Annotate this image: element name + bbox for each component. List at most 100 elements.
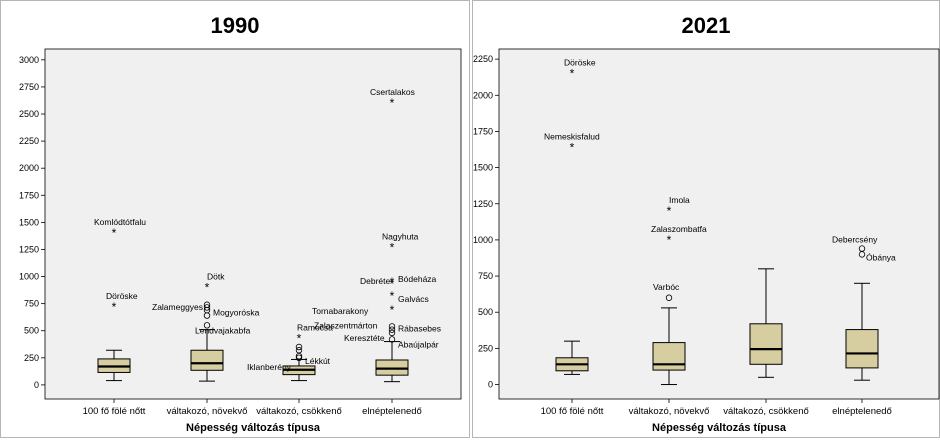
- outlier-star: *: [112, 300, 117, 314]
- outlier-circle: [203, 322, 211, 329]
- y-tick-label: 0: [34, 380, 39, 390]
- outlier-label: Mogyoróska: [213, 308, 260, 318]
- chart-panel-2021: 2021 0 250 500 750 1000 1250 1500 1750 2000 2250 1…: [472, 0, 940, 438]
- outlier-label: Rábasebes: [398, 324, 441, 334]
- outlier-star: *: [667, 233, 672, 247]
- box-body: [652, 342, 686, 371]
- outlier-label: Nagyhuta: [382, 231, 419, 241]
- outlier-circle: [295, 354, 303, 362]
- box-body: [845, 329, 879, 369]
- y-tick-label: 1500: [19, 217, 39, 227]
- box-body: [190, 349, 224, 371]
- x-tick-label: 100 fő fölé nőtt: [541, 406, 604, 417]
- x-tick-label: 100 fő fölé nőtt: [83, 406, 146, 417]
- outlier-label: Bódeháza: [398, 274, 437, 284]
- outlier-label: Komlódtótfalu: [94, 217, 146, 227]
- outlier-star: *: [297, 331, 302, 345]
- outlier-label: Iklanberény: [247, 362, 292, 372]
- outlier-label: Döröske: [106, 291, 138, 301]
- outlier-circle: [388, 336, 396, 343]
- x-axis-title: Népesség változás típusa: [652, 422, 787, 434]
- y-tick-label: 1750: [19, 190, 39, 200]
- outlier-label: Csertalakos: [370, 87, 415, 97]
- box-2: [282, 358, 316, 382]
- chart-title: 2021: [681, 13, 731, 38]
- outlier-label: Dötk: [207, 271, 225, 281]
- y-tick-label: 1500: [473, 163, 493, 173]
- y-tick-label: 500: [24, 326, 39, 336]
- y-tick-label: 500: [478, 307, 493, 317]
- outlier-circle: [295, 352, 303, 360]
- y-tick-label: 1250: [473, 199, 493, 209]
- outlier-label: Zalameggyes: [152, 302, 203, 312]
- y-tick-label: 1750: [473, 126, 493, 136]
- box-0: [555, 340, 589, 375]
- outlier-star: *: [390, 289, 395, 303]
- outlier-star: *: [205, 280, 210, 294]
- box-2: [749, 268, 783, 378]
- y-tick-label: 2500: [19, 109, 39, 119]
- outlier-circle: [388, 326, 396, 333]
- outlier-star: *: [390, 303, 395, 317]
- y-tick-label: 250: [24, 353, 39, 363]
- outlier-label: Zalaszombatfa: [651, 224, 707, 234]
- outlier-label: Lendvajakabfa: [195, 325, 251, 335]
- x-tick-label: váltakozó, növekvő: [629, 406, 710, 417]
- x-axis-title: Népesség változás típusa: [186, 422, 321, 434]
- outlier-circle: [665, 294, 673, 301]
- outlier-label: Keresztéte: [344, 333, 385, 343]
- y-tick-label: 2250: [473, 54, 493, 64]
- outlier-label: Ramocsa: [297, 322, 333, 332]
- x-tick-label: váltakozó, csökkenő: [723, 406, 809, 417]
- box-0: [97, 349, 131, 382]
- outlier-label: Imola: [669, 195, 690, 205]
- outlier-label: Döröske: [564, 58, 596, 68]
- x-tick-label: elnéptelenedő: [832, 406, 892, 417]
- y-tick-label: 250: [478, 343, 493, 353]
- boxplot-2021: 0 250 500 750 1000 1250 1500 1750 2000 2250 100 fő…: [473, 48, 940, 434]
- y-tick-label: 750: [478, 271, 493, 281]
- y-tick-label: 1000: [473, 235, 493, 245]
- box-3: [845, 282, 879, 381]
- box-3: [375, 341, 409, 383]
- outlier-label: Varbóc: [653, 282, 680, 292]
- outlier-label: Abaújalpár: [398, 339, 439, 349]
- outlier-label: Tornabarakony: [312, 306, 369, 316]
- outlier-label: Óbánya: [866, 252, 896, 262]
- outlier-label: Nemeskisfalud: [544, 131, 600, 141]
- y-tick-label: 2000: [473, 90, 493, 100]
- box-body: [749, 323, 783, 365]
- outlier-circle: [388, 323, 396, 330]
- outlier-circle: [295, 343, 303, 351]
- x-tick-label: váltakozó, csökkenő: [256, 406, 342, 417]
- box-1: [652, 307, 686, 386]
- outlier-label: Debréte: [360, 276, 391, 286]
- outlier-label: Lékkút: [305, 356, 331, 366]
- outlier-circle: [203, 304, 211, 311]
- outlier-star: *: [390, 277, 395, 291]
- outlier-star: *: [570, 140, 575, 154]
- y-tick-label: 750: [24, 299, 39, 309]
- outlier-star: *: [112, 226, 117, 240]
- outlier-circle: [858, 251, 866, 258]
- y-tick-label: 2750: [19, 82, 39, 92]
- y-tick-label: 1250: [19, 244, 39, 254]
- outlier-label: Debercsény: [832, 235, 878, 245]
- outlier-star: *: [390, 275, 395, 289]
- chart-panel-1990: 1990 0 250 500 750 1000 1250 1500 1750 2000 2250 2…: [0, 0, 470, 438]
- x-tick-label: elnéptelenedő: [362, 406, 422, 417]
- outlier-star: *: [667, 204, 672, 218]
- outlier-circle: [388, 329, 396, 337]
- plot-area: [44, 48, 462, 400]
- x-tick-label: váltakozó, növekvő: [167, 406, 248, 417]
- outlier-star: *: [390, 96, 395, 110]
- y-tick-label: 3000: [19, 55, 39, 65]
- y-tick-label: 2000: [19, 163, 39, 173]
- chart-title: 1990: [210, 13, 260, 38]
- box-1: [190, 329, 224, 382]
- outlier-star: *: [570, 67, 575, 81]
- y-tick-label: 0: [488, 380, 493, 390]
- outlier-star: *: [390, 240, 395, 254]
- outlier-label: Zalaszentmárton: [314, 320, 378, 330]
